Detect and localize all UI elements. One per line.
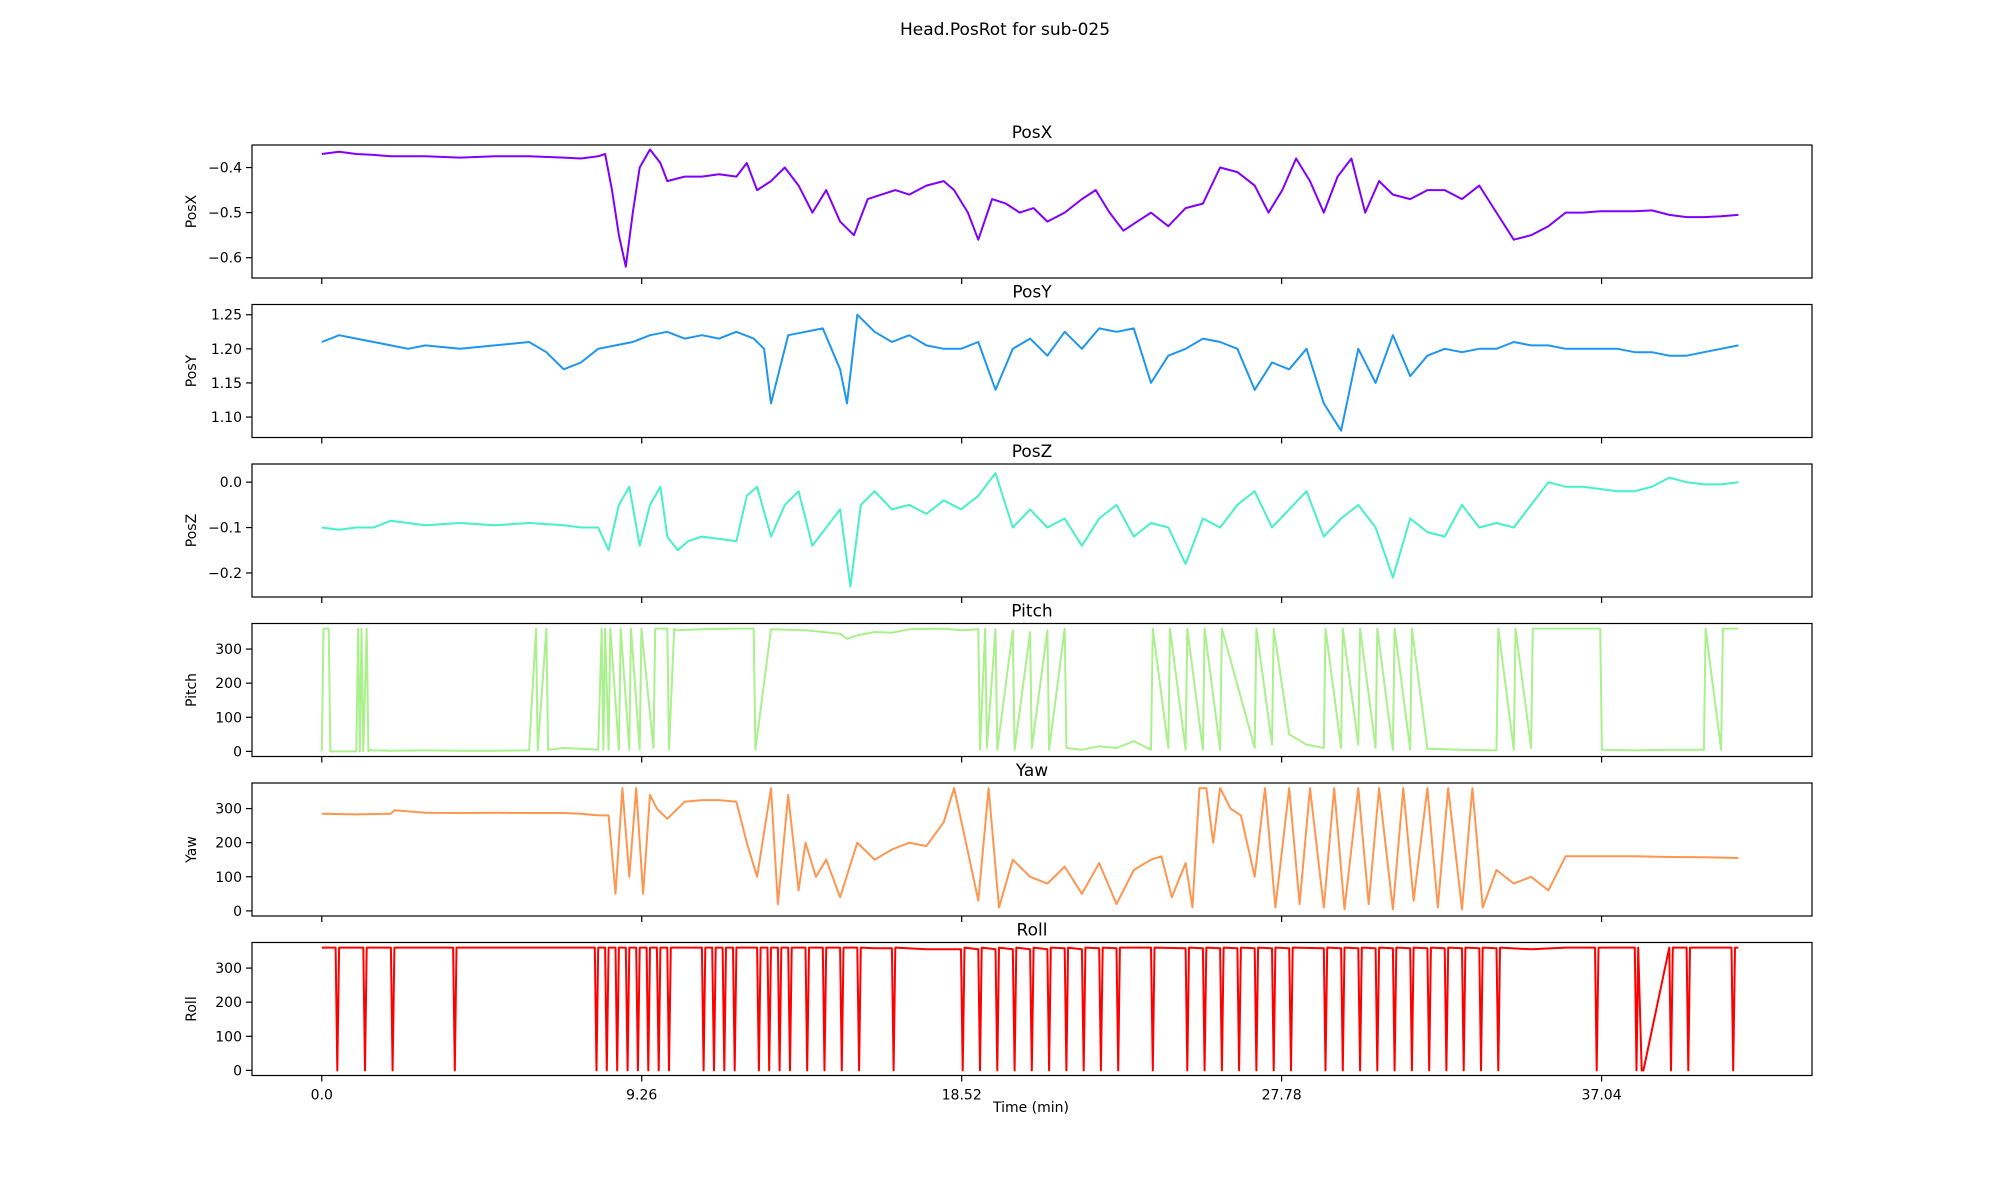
- panel-posz-title: PosZ: [1012, 442, 1053, 462]
- panel-yaw-y-axis-label: Yaw: [184, 836, 200, 864]
- x-tick-label: 9.26: [626, 1088, 657, 1104]
- panel-posy-y-tick-label: 1.20: [211, 342, 242, 358]
- panel-posz-y-tick-label: −0.2: [208, 566, 242, 582]
- subplot-panels: PosX PosX −0.4 −0.5 −0.6 PosY PosY 1.25 1.20 1.15…: [184, 123, 1813, 1104]
- panel-posy-y-tick-label: 1.15: [211, 376, 242, 392]
- panel-yaw-y-tick-label: 200: [215, 836, 242, 852]
- panel-pitch-y-tick-label: 0: [233, 744, 242, 760]
- panel-posz-y-axis-label: PosZ: [184, 514, 200, 547]
- panel-roll-y-axis-label: Roll: [184, 996, 200, 1021]
- panel-roll-y-tick-label: 200: [215, 995, 242, 1011]
- panel-roll-y-tick-label: 0: [233, 1063, 242, 1079]
- panel-roll-series-line: [321, 946, 1739, 1072]
- panel-roll-y-tick-label: 300: [215, 961, 242, 977]
- panel-pitch: Pitch Pitch 300 200 100 0: [184, 602, 1813, 763]
- panel-posy-axes-frame: [251, 303, 1813, 439]
- panel-posy-series-line: [321, 313, 1739, 432]
- x-axis-label: Time (min): [992, 1100, 1069, 1116]
- panel-posy-title: PosY: [1012, 283, 1052, 303]
- panel-yaw-y-tick-label: 0: [233, 904, 242, 920]
- panel-posz: PosZ PosZ 0.0 −0.1 −0.2: [184, 442, 1813, 603]
- panel-posx-y-tick-label: −0.5: [208, 206, 242, 222]
- panel-pitch-title: Pitch: [1011, 602, 1052, 622]
- panel-roll-title: Roll: [1017, 921, 1048, 941]
- panel-pitch-y-tick-label: 200: [215, 676, 242, 692]
- panel-posx-axes-frame: [251, 144, 1813, 279]
- figure-title: Head.PosRot for sub-025: [900, 20, 1110, 40]
- panel-roll: Roll Roll 300 200 100 0 0.0 9.26 18.52 27.78 37.04: [184, 921, 1813, 1104]
- panel-yaw-y-tick-label: 100: [215, 870, 242, 886]
- x-tick-label: 18.52: [942, 1088, 982, 1104]
- panel-posy: PosY PosY 1.25 1.20 1.15 1.10: [184, 283, 1813, 444]
- panel-posz-series-line: [321, 472, 1739, 588]
- panel-yaw: Yaw Yaw 300 200 100 0: [184, 761, 1813, 922]
- panel-posy-y-tick-label: 1.25: [211, 308, 242, 324]
- panel-yaw-title: Yaw: [1015, 761, 1048, 781]
- panel-posz-y-tick-label: 0.0: [220, 475, 242, 491]
- panel-yaw-series-line: [321, 787, 1739, 911]
- panel-posx-series-line: [321, 148, 1739, 268]
- panel-posy-y-tick-label: 1.10: [211, 410, 242, 426]
- panel-yaw-y-tick-label: 300: [215, 802, 242, 818]
- panel-pitch-series-line: [320, 627, 1739, 753]
- panel-pitch-y-tick-label: 300: [215, 642, 242, 658]
- panel-pitch-axes-frame: [251, 622, 1813, 758]
- panel-posx-y-tick-label: −0.6: [208, 251, 242, 267]
- panel-pitch-y-tick-label: 100: [215, 710, 242, 726]
- panel-posx-y-axis-label: PosX: [184, 194, 200, 228]
- panel-posx: PosX PosX −0.4 −0.5 −0.6: [184, 123, 1813, 284]
- panel-roll-axes-frame: [251, 941, 1813, 1077]
- panel-pitch-y-axis-label: Pitch: [184, 673, 200, 707]
- x-tick-label: 27.78: [1262, 1088, 1302, 1104]
- panel-yaw-axes-frame: [251, 782, 1813, 917]
- panel-posz-axes-frame: [251, 463, 1813, 598]
- panel-posx-title: PosX: [1012, 123, 1053, 143]
- panel-roll-y-tick-label: 100: [215, 1029, 242, 1045]
- panel-posx-y-tick-label: −0.4: [208, 161, 242, 177]
- x-tick-label: 0.0: [311, 1088, 333, 1104]
- panel-posy-y-axis-label: PosY: [184, 354, 200, 387]
- x-tick-label: 37.04: [1582, 1088, 1622, 1104]
- panel-posz-y-tick-label: −0.1: [208, 521, 242, 537]
